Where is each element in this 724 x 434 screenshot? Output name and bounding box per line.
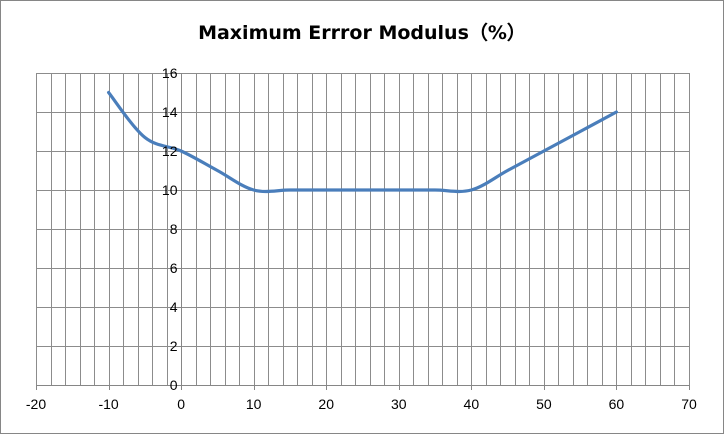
y-tick-label: 10 [162,182,178,198]
y-tick-label: 8 [170,221,178,237]
x-tick-label: 20 [318,396,334,412]
grid-lines [36,73,690,386]
y-tick-label: 4 [170,299,178,315]
tick-labels: -20 -10 0 10 20 30 40 50 60 70 0 2 4 6 8 10 12 14 16 [26,65,697,412]
series-line [107,90,618,194]
series-layer [107,90,618,194]
x-tick-label: 10 [246,396,262,412]
chart-title: Maximum Errror Modulus（%） [198,22,526,44]
y-tick-label: 2 [170,338,178,354]
x-tick-label: -10 [98,396,118,412]
x-tick-label: 70 [681,396,697,412]
x-tick-label: 30 [391,396,407,412]
axes [36,73,690,390]
x-tick-label: -20 [26,396,46,412]
y-tick-label: 12 [162,143,178,159]
x-tick-label: 60 [609,396,625,412]
y-tick-label: 0 [170,377,178,393]
y-tick-label: 16 [162,65,178,81]
x-tick-label: 50 [536,396,552,412]
x-tick-label: 40 [464,396,480,412]
y-tick-label: 6 [170,260,178,276]
y-tick-label: 14 [162,104,178,120]
x-tick-label: 0 [177,396,185,412]
